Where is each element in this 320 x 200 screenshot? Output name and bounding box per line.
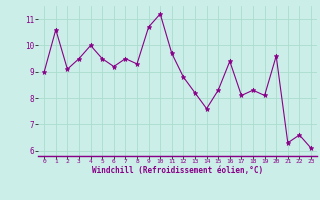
X-axis label: Windchill (Refroidissement éolien,°C): Windchill (Refroidissement éolien,°C) <box>92 166 263 175</box>
